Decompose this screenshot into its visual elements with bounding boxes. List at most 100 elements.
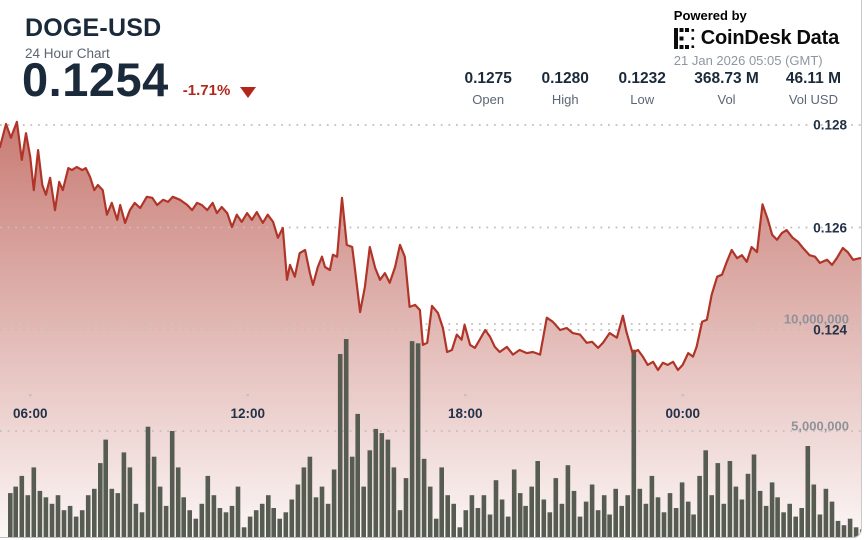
price-line bbox=[0, 120, 861, 372]
volume-bar bbox=[355, 413, 360, 537]
volume-bar bbox=[529, 486, 534, 537]
volume-bar bbox=[637, 488, 643, 537]
volume-bar bbox=[589, 484, 595, 537]
volume-bar bbox=[151, 456, 157, 537]
price-row: 0.1254 -1.71% bbox=[22, 56, 257, 103]
volume-bar bbox=[553, 478, 559, 537]
stat-open-label: Open bbox=[472, 92, 505, 107]
volume-bar bbox=[751, 454, 757, 537]
volume-bar bbox=[817, 514, 823, 537]
volume-bar bbox=[541, 499, 547, 537]
volume-bar bbox=[367, 450, 373, 537]
stat-open: 0.1275 Open bbox=[463, 70, 513, 107]
volume-bar bbox=[175, 467, 181, 537]
volume-bar bbox=[799, 508, 804, 537]
volume-bar bbox=[199, 503, 205, 537]
volume-bar bbox=[631, 349, 637, 537]
volume-bar bbox=[319, 486, 325, 537]
x-axis-tick-dot bbox=[29, 394, 32, 397]
coindesk-logo-icon bbox=[673, 28, 694, 49]
volume-bar bbox=[241, 527, 247, 537]
stat-high: 0.1280 High bbox=[540, 70, 590, 107]
volume-bar bbox=[685, 501, 691, 537]
volume-bar bbox=[625, 495, 630, 537]
volume-bar bbox=[361, 486, 366, 537]
volume-bar bbox=[769, 482, 775, 537]
volume-bar bbox=[337, 354, 343, 537]
volume-bar bbox=[853, 527, 859, 537]
volume-bar bbox=[643, 503, 649, 537]
volume-bar bbox=[397, 510, 403, 537]
volume-bar bbox=[613, 488, 618, 537]
volume-bar bbox=[841, 525, 847, 537]
volume-bar bbox=[301, 467, 307, 537]
x-axis-tick-dot bbox=[464, 394, 467, 397]
volume-bar bbox=[829, 501, 835, 537]
volume-bar bbox=[457, 527, 463, 537]
volume-bar bbox=[73, 516, 79, 537]
volume-bar bbox=[13, 486, 18, 537]
stat-low-value: 0.1232 bbox=[618, 70, 666, 87]
volume-bar bbox=[295, 484, 301, 537]
header-section: DOGE-USD 24 Hour Chart bbox=[25, 14, 161, 61]
volume-bar bbox=[739, 499, 745, 537]
volume-bar bbox=[409, 341, 415, 537]
volume-bar bbox=[577, 516, 583, 537]
stat-low-label: Low bbox=[630, 92, 655, 107]
stat-high-label: High bbox=[551, 92, 579, 107]
volume-bar bbox=[61, 510, 67, 537]
volume-bar bbox=[121, 452, 127, 537]
volume-bar bbox=[25, 495, 31, 537]
volume-bar bbox=[775, 497, 780, 537]
volume-bar bbox=[67, 505, 73, 537]
volume-bar bbox=[511, 469, 517, 537]
volume-bar bbox=[349, 456, 355, 537]
volume-bar bbox=[313, 497, 319, 537]
stat-open-value: 0.1275 bbox=[464, 70, 512, 87]
volume-bar bbox=[517, 493, 523, 537]
volume-bar bbox=[373, 428, 379, 537]
volume-bar bbox=[499, 499, 505, 537]
volume-bar bbox=[421, 458, 427, 537]
stat-vol-usd: 46.11 M Vol USD bbox=[786, 70, 841, 107]
volume-bar bbox=[691, 514, 696, 537]
stat-high-value: 0.1280 bbox=[541, 70, 589, 87]
volume-bar bbox=[487, 514, 493, 537]
volume-bar bbox=[481, 495, 487, 537]
volume-bar bbox=[55, 495, 61, 537]
volume-bar bbox=[463, 510, 469, 537]
x-axis-tick-dot bbox=[681, 394, 684, 397]
volume-bar bbox=[673, 508, 679, 537]
volume-bar bbox=[283, 512, 289, 537]
stat-vol-value: 368.73 M bbox=[694, 70, 759, 87]
stat-vol-label: Vol bbox=[717, 92, 736, 107]
volume-bar bbox=[49, 503, 55, 537]
volume-bar bbox=[325, 503, 331, 537]
stats-row: 0.1275 Open 0.1280 High 0.1232 Low 368.7… bbox=[463, 70, 841, 107]
volume-bar bbox=[847, 518, 853, 537]
volume-bar bbox=[379, 433, 385, 537]
coindesk-logo[interactable]: CoinDesk Data bbox=[673, 27, 839, 50]
volume-bar bbox=[805, 446, 811, 537]
volume-bar bbox=[253, 510, 259, 537]
volume-bar bbox=[697, 475, 702, 537]
volume-bar bbox=[217, 508, 223, 537]
volume-bar bbox=[223, 512, 229, 537]
volume-bar bbox=[229, 505, 235, 537]
volume-bar bbox=[715, 463, 721, 537]
volume-bar bbox=[98, 463, 103, 537]
volume-bar bbox=[793, 516, 798, 537]
volume-bar bbox=[547, 512, 553, 537]
volume-bar bbox=[451, 503, 456, 537]
volume-bar bbox=[187, 510, 192, 537]
volume-bar bbox=[823, 488, 829, 537]
volume-bar bbox=[703, 450, 708, 537]
volume-bar bbox=[211, 495, 217, 537]
timestamp: 21 Jan 2026 05:05 (GMT) bbox=[673, 53, 823, 68]
volume-bar bbox=[139, 512, 145, 537]
volume-bar bbox=[727, 461, 733, 537]
volume-bar bbox=[469, 495, 475, 537]
volume-bar bbox=[19, 475, 25, 537]
